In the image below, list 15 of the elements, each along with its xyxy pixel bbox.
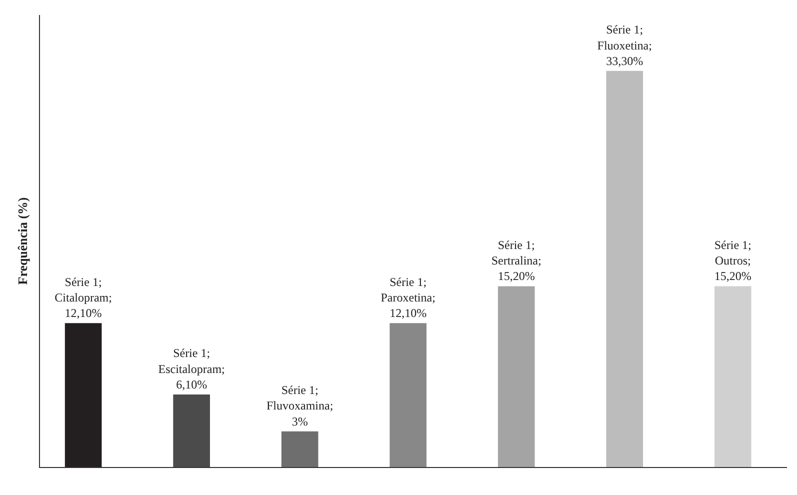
bar (714, 286, 752, 467)
data-label: Série 1; Fluvoxamina; 3% (266, 383, 334, 428)
bar (498, 286, 535, 467)
bar (390, 323, 426, 467)
data-label: Série 1; Outros; 15,20% (714, 238, 752, 284)
data-label: Série 1; Fluoxetina; 33,30% (597, 22, 652, 68)
bar (64, 323, 102, 467)
data-label: Série 1; Sertralina; 15,20% (491, 238, 542, 284)
data-label: Série 1; Paroxetina; 12,10% (380, 274, 436, 320)
bar (281, 431, 318, 467)
data-label: Série 1; Citalopram; 12,10% (54, 274, 112, 320)
bar (606, 70, 644, 467)
y-axis-title: Frequência (%) (14, 197, 30, 285)
bar (173, 394, 210, 467)
data-label: Série 1; Escitalopram; 6,10% (158, 346, 225, 392)
